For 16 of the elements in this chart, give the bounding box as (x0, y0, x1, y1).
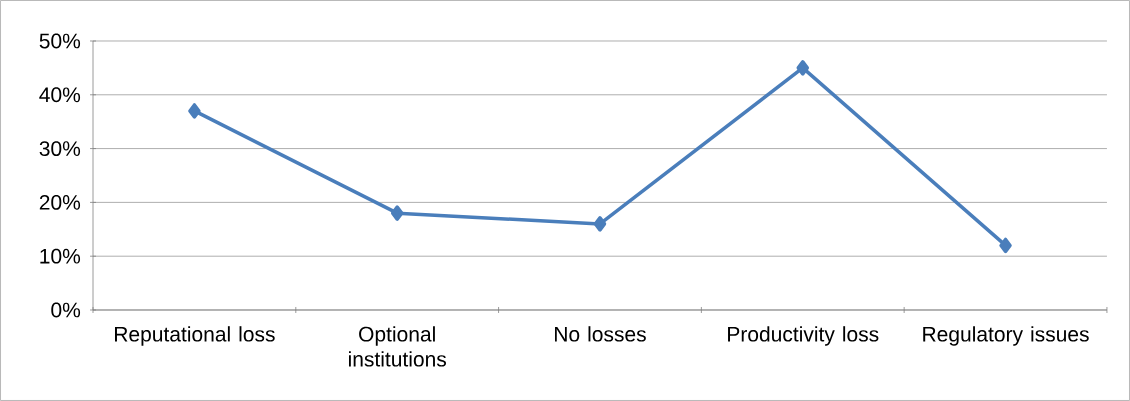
y-tick-label: 20% (39, 194, 81, 210)
y-tick-label: 40% (39, 87, 81, 103)
x-tick-label: No losses (555, 326, 646, 342)
y-tick-label: 10% (40, 248, 81, 264)
y-tick-label: 30% (39, 141, 81, 157)
point (796, 60, 810, 76)
x-tick-label: Productivity loss (728, 326, 879, 346)
point (593, 216, 607, 232)
x-tick-label: Optional institutions (349, 326, 447, 367)
y-tick-label: 0% (51, 302, 81, 318)
x-tick-label: Regulatory issues (923, 326, 1089, 346)
y-tick-label: 50% (39, 33, 81, 49)
x-tick-label: Reputational loss (115, 326, 275, 346)
point (999, 237, 1012, 254)
point (188, 103, 201, 119)
point (390, 205, 404, 221)
